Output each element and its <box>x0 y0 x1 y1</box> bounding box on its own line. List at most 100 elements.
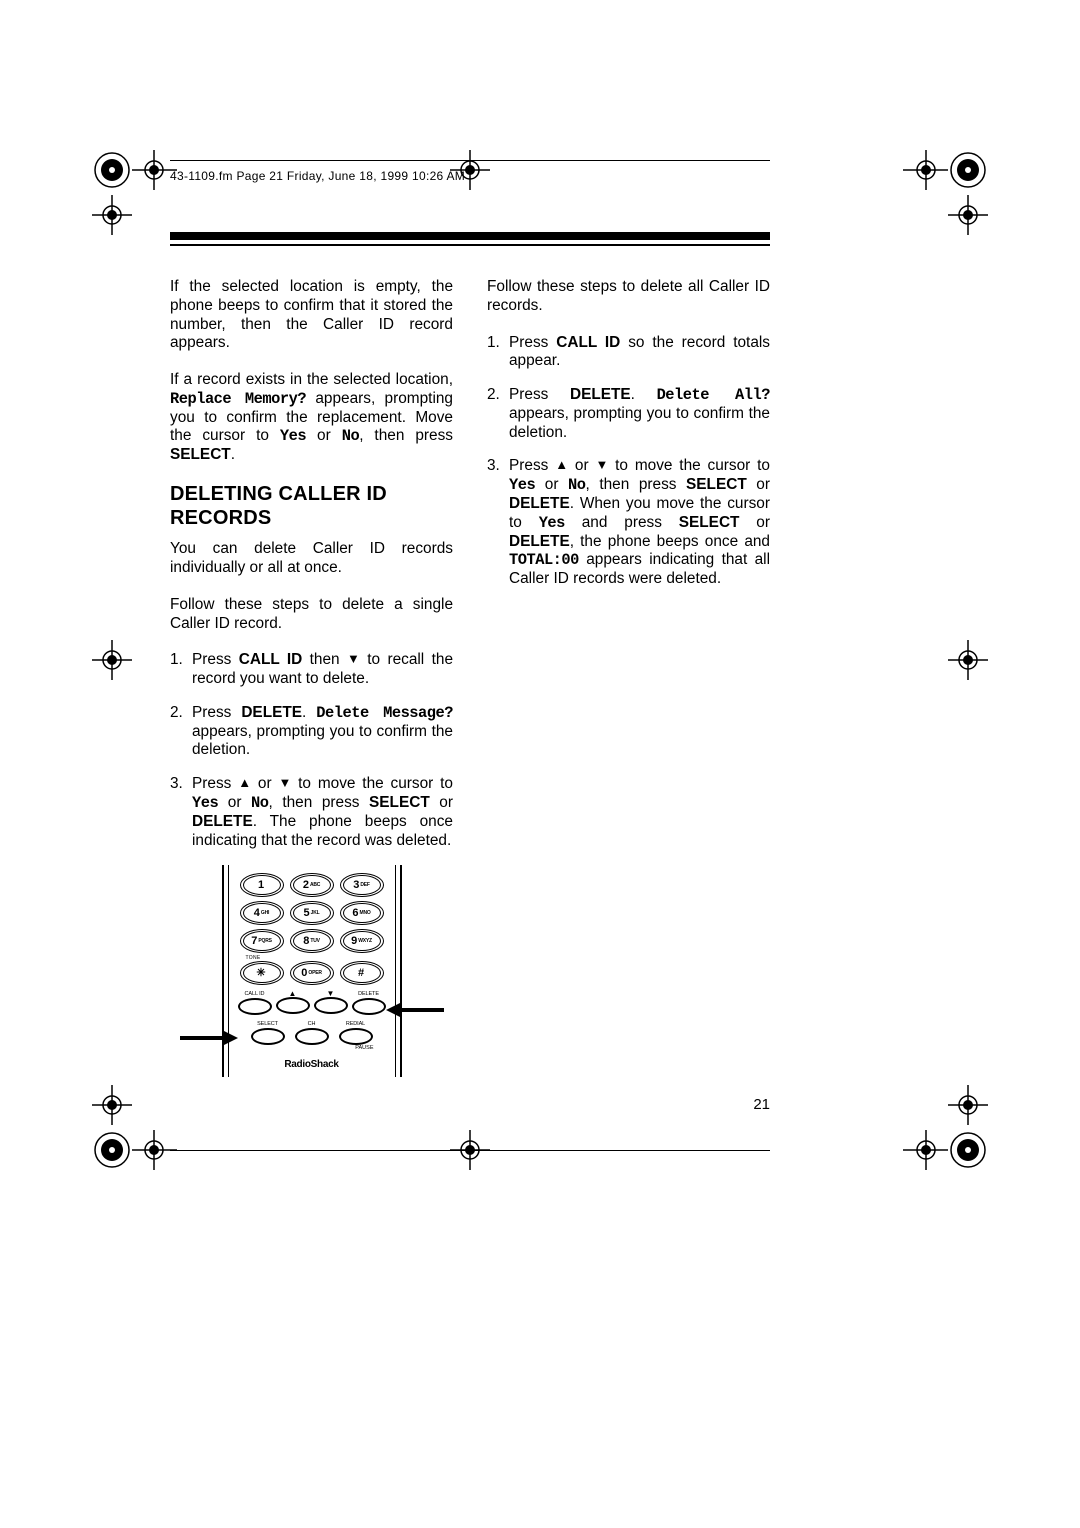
key-select: SELECT <box>686 476 747 493</box>
step-num: 2. <box>487 386 509 442</box>
text: or <box>251 775 278 792</box>
key-callid: CALL ID <box>239 651 303 668</box>
lcd-yes: Yes <box>192 794 218 812</box>
para-single: Follow these steps to delete a single Ca… <box>170 596 453 634</box>
divider-thick <box>170 232 770 240</box>
function-button: REDIAL <box>339 1021 373 1045</box>
text: Press <box>509 386 570 403</box>
divider-thin <box>170 244 770 246</box>
para-intro: You can delete Caller ID records individ… <box>170 540 453 578</box>
lcd-no: No <box>251 794 268 812</box>
key-callid: CALL ID <box>556 334 620 351</box>
key-select: SELECT <box>170 446 231 463</box>
crop-mark-icon <box>948 195 988 235</box>
lcd-yes: Yes <box>539 514 565 532</box>
step-body: Press CALL ID then ▼ to recall the recor… <box>192 651 453 689</box>
keypad-key: 0OPER <box>290 961 334 985</box>
arrow-right-icon <box>180 1033 240 1043</box>
arrow-left-icon <box>384 1005 444 1015</box>
keypad-key: # <box>340 961 384 985</box>
up-triangle-icon: ▲ <box>555 457 568 473</box>
steps-delete-all: 1. Press CALL ID so the record totals ap… <box>487 334 770 589</box>
function-button: SELECT <box>251 1021 285 1045</box>
text: then <box>302 651 347 668</box>
steps-single-delete: 1. Press CALL ID then ▼ to recall the re… <box>170 651 453 850</box>
lcd-yes: Yes <box>280 427 306 445</box>
step: 1. Press CALL ID so the record totals ap… <box>487 334 770 372</box>
text: or <box>218 794 251 811</box>
key-select: SELECT <box>369 794 430 811</box>
step: 1. Press CALL ID then ▼ to recall the re… <box>170 651 453 689</box>
up-triangle-icon: ▲ <box>238 775 251 791</box>
text: . <box>231 446 235 463</box>
crop-line <box>170 1150 770 1151</box>
function-button: CALL ID <box>238 991 272 1015</box>
down-triangle-icon: ▼ <box>595 457 608 473</box>
step-num: 3. <box>170 775 192 850</box>
para-delete-all: Follow these steps to delete all Caller … <box>487 278 770 316</box>
keypad: 12ABC3DEF4GHI5JKL6MNO7PQRS8TUV9WXYZ TONE… <box>222 865 402 1077</box>
crop-mark-icon <box>92 640 132 680</box>
keypad-key: 5JKL <box>290 901 334 925</box>
function-button: ▼ <box>314 991 348 1015</box>
page: 43-1109.fm Page 21 Friday, June 18, 1999… <box>0 0 1080 1528</box>
step-num: 3. <box>487 457 509 588</box>
keypad-key: 9WXYZ <box>340 929 384 953</box>
key-select: SELECT <box>679 514 740 531</box>
key-delete: DELETE <box>192 813 253 830</box>
lcd-yes: Yes <box>509 476 535 494</box>
keypad-row: 12ABC3DEF <box>230 873 394 897</box>
lcd-no: No <box>342 427 359 445</box>
lcd-no: No <box>568 476 585 494</box>
step-num: 2. <box>170 704 192 760</box>
keypad-key: 4GHI <box>240 901 284 925</box>
text: or <box>430 794 453 811</box>
text: Press <box>192 651 239 668</box>
function-button: CH <box>295 1021 329 1045</box>
content-columns: If the selected location is empty, the p… <box>170 278 770 1077</box>
function-button: DELETE <box>352 991 386 1015</box>
text: appears, prompting you to confirm the de… <box>192 723 453 759</box>
text: appears, prompting you to confirm the de… <box>509 405 770 441</box>
key-delete: DELETE <box>509 533 570 550</box>
keypad-key: 7PQRS <box>240 929 284 953</box>
text: , then press <box>359 427 453 444</box>
text: to move the cursor to <box>291 775 453 792</box>
step-body: Press DELETE. Delete All? appears, promp… <box>509 386 770 442</box>
crop-mark-icon <box>92 1085 132 1125</box>
keypad-key: ✳ <box>240 961 284 985</box>
keypad-row: 4GHI5JKL6MNO <box>230 901 394 925</box>
step: 3. Press ▲ or ▼ to move the cursor to Ye… <box>487 457 770 588</box>
text: Press <box>509 334 556 351</box>
column-right: Follow these steps to delete all Caller … <box>487 278 770 1077</box>
step: 2. Press DELETE. Delete All? appears, pr… <box>487 386 770 442</box>
button-row-2: SELECT CH REDIAL <box>230 1021 394 1045</box>
text: . <box>302 704 316 721</box>
down-triangle-icon: ▼ <box>278 775 291 791</box>
para-empty-loc: If the selected location is empty, the p… <box>170 278 453 353</box>
crop-mark-icon <box>948 640 988 680</box>
down-triangle-icon: ▼ <box>347 651 360 667</box>
text: Press <box>192 775 238 792</box>
crop-mark-icon <box>92 195 132 235</box>
lcd-text: Delete Message? <box>316 704 453 722</box>
crop-line <box>170 160 770 161</box>
text: Press <box>509 457 555 474</box>
text: or <box>739 514 770 531</box>
brand-label: RadioShack <box>230 1059 394 1071</box>
crop-mark-icon <box>898 1120 998 1180</box>
function-button: ▲ <box>276 991 310 1015</box>
text: , then press <box>586 476 687 493</box>
text: Press <box>192 704 241 721</box>
keypad-border <box>228 865 229 1077</box>
key-delete: DELETE <box>241 704 302 721</box>
crop-mark-icon <box>450 150 490 190</box>
crop-mark-icon <box>82 1120 182 1180</box>
text: to move the cursor to <box>608 457 770 474</box>
key-delete: DELETE <box>570 386 631 403</box>
text: or <box>535 476 568 493</box>
doc-header: 43-1109.fm Page 21 Friday, June 18, 1999… <box>170 169 465 183</box>
text: . <box>631 386 657 403</box>
text: or <box>568 457 595 474</box>
keypad-key: 8TUV <box>290 929 334 953</box>
